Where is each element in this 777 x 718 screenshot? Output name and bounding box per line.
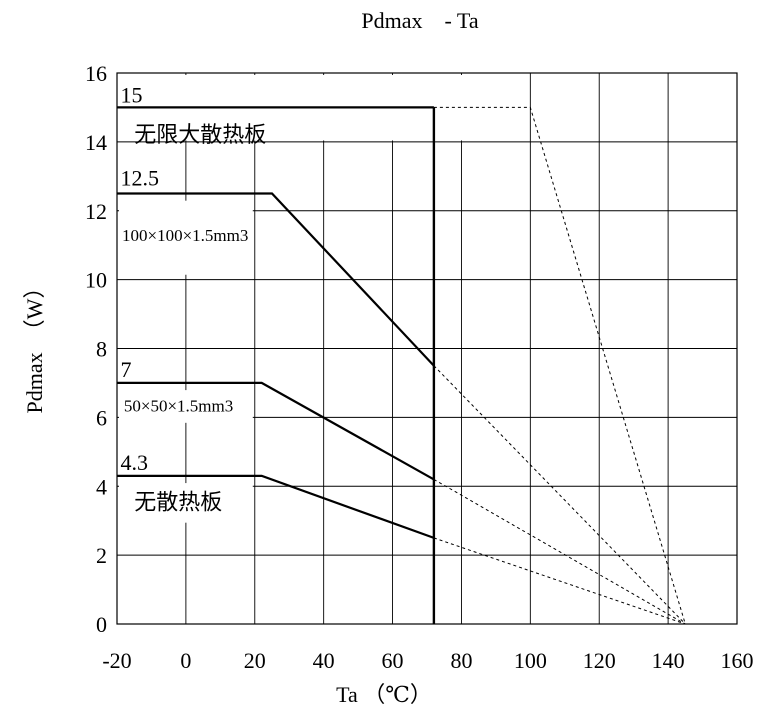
series-value-label: 15 — [120, 82, 142, 107]
series-name-label: 无散热板 — [134, 490, 222, 515]
y-tick-label: 8 — [96, 337, 107, 362]
plot-frame — [116, 72, 738, 625]
x-tick-label: 120 — [583, 648, 616, 673]
y-tick-label: 10 — [85, 268, 107, 293]
series-name-label: 50×50×1.5mm3 — [124, 396, 233, 415]
x-tick-label: 20 — [244, 648, 266, 673]
series-value-label: 7 — [120, 357, 131, 382]
x-tick-label: 160 — [721, 648, 754, 673]
y-tick-label: 16 — [85, 61, 107, 86]
series-name-label: 100×100×1.5mm3 — [122, 226, 248, 245]
x-tick-label: 60 — [382, 648, 404, 673]
series-value-label: 4.3 — [120, 450, 148, 475]
x-tick-label: 100 — [514, 648, 547, 673]
derating-lines — [117, 106, 436, 624]
extrapolation-lines — [433, 106, 686, 625]
extrapolation-line — [433, 365, 686, 625]
annotations: 15 无限大散热板 12.5 100×100×1.5mm3 7 50×50×1.5mm3 4… — [120, 82, 266, 514]
x-tick-label: 40 — [313, 648, 335, 673]
tick-labels: -20 0 20 40 60 80 100 120 140 160 0 2 4 6 8 10 12 14 16 — [85, 61, 754, 673]
label-background — [119, 483, 253, 523]
chart-title: Pdmax - Ta — [361, 8, 478, 33]
label-background — [119, 200, 253, 275]
y-tick-label: 2 — [96, 543, 107, 568]
y-tick-label: 4 — [96, 474, 107, 499]
extrapolation-line — [433, 106, 686, 625]
x-tick-label: 80 — [450, 648, 472, 673]
y-tick-label: 0 — [96, 612, 107, 637]
series-value-label: 12.5 — [120, 166, 159, 191]
x-tick-label: 140 — [652, 648, 685, 673]
x-tick-label: 0 — [180, 648, 191, 673]
y-tick-label: 6 — [96, 405, 107, 430]
extrapolation-line — [433, 537, 686, 625]
y-tick-label: 14 — [85, 130, 107, 155]
extrapolation-line — [433, 478, 686, 625]
series-line — [117, 192, 435, 367]
y-tick-label: 12 — [85, 199, 107, 224]
series-line — [117, 474, 435, 539]
series-line — [117, 381, 435, 481]
label-backgrounds — [119, 75, 467, 523]
x-tick-label: -20 — [102, 648, 131, 673]
y-axis-label: Pdmax （W） — [22, 277, 47, 414]
label-background — [119, 390, 253, 423]
gridlines — [117, 73, 737, 624]
x-axis-label: Ta （℃） — [336, 682, 432, 707]
series-name-label: 无限大散热板 — [134, 122, 266, 147]
